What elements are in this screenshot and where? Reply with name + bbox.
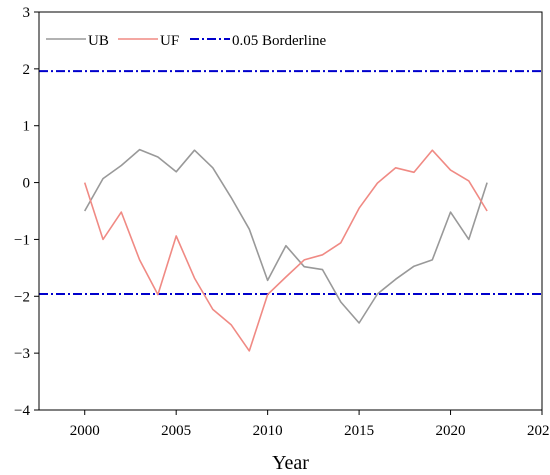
series-line-ub bbox=[84, 148, 488, 324]
y-tick-label: 0 bbox=[23, 176, 31, 192]
y-tick-label: −4 bbox=[14, 403, 30, 419]
x-tick-label: 2015 bbox=[344, 423, 374, 439]
plot-frame bbox=[38, 11, 543, 411]
legend-label-1: UB bbox=[88, 33, 109, 49]
legend: UB UF 0.05 Borderline bbox=[46, 33, 326, 49]
legend-label-3: 0.05 Borderline bbox=[232, 33, 326, 49]
legend-label-2: UF bbox=[160, 33, 179, 49]
x-tick-label: 2020 bbox=[436, 423, 466, 439]
x-axis-label: Year bbox=[272, 452, 309, 474]
y-tick-label: 2 bbox=[23, 62, 31, 78]
y-axis: −4 −3 −2 −1 0 1 2 3 bbox=[14, 5, 39, 419]
x-tick-label: 2025 bbox=[527, 423, 550, 439]
y-tick-label: −3 bbox=[14, 346, 30, 362]
x-axis: 2000 2005 2010 2015 2020 2025 bbox=[70, 410, 550, 439]
series-line-uf bbox=[83, 149, 488, 352]
y-tick-label: 3 bbox=[23, 5, 31, 21]
reference-lines bbox=[39, 70, 542, 296]
y-tick-label: 1 bbox=[23, 119, 31, 135]
x-tick-label: 2010 bbox=[253, 423, 283, 439]
y-tick-label: −1 bbox=[14, 232, 30, 248]
x-tick-label: 2000 bbox=[70, 423, 100, 439]
x-tick-label: 2005 bbox=[161, 423, 191, 439]
series-lines bbox=[83, 148, 488, 352]
y-tick-label: −2 bbox=[14, 289, 30, 305]
